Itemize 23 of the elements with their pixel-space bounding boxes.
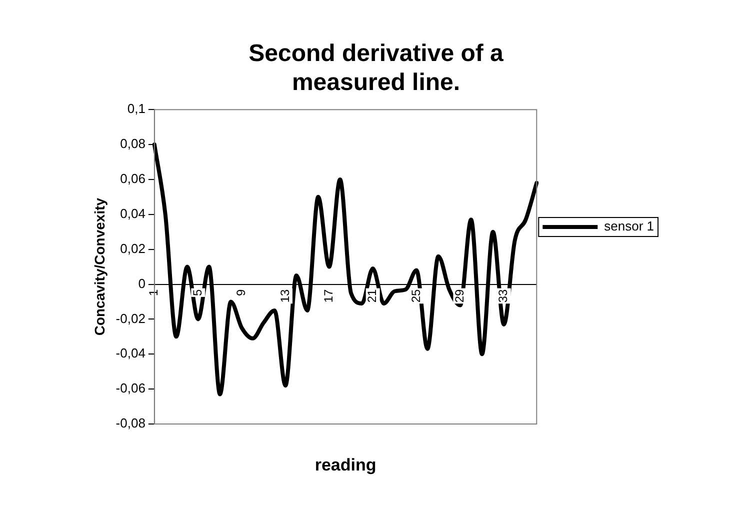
y-tick-label: 0,04 [120, 206, 146, 221]
y-tick-label: 0,02 [120, 240, 146, 256]
x-tick-label: 13 [278, 288, 292, 303]
x-tick-label: 5 [190, 288, 204, 296]
x-tick-label: 21 [365, 288, 380, 303]
x-tick-label: 25 [408, 288, 423, 303]
legend-label: sensor 1 [604, 218, 654, 234]
y-tick-label: 0 [138, 276, 146, 291]
x-axis-title: reading [314, 456, 376, 475]
x-tick-label: 1 [146, 288, 161, 296]
x-tick-label: 17 [321, 288, 336, 303]
x-tick-label: 29 [452, 288, 467, 303]
y-tick-label: 0,08 [120, 136, 146, 152]
y-tick-label: 0,1 [127, 101, 146, 116]
y-axis-title: Concavity/Convexity [91, 198, 108, 336]
y-tick-label: 0,06 [120, 171, 146, 186]
y-tick-label: -0,02 [116, 310, 146, 326]
x-tick-label: 9 [234, 288, 248, 296]
chart-title: Second derivative of a measured line. [248, 40, 504, 96]
y-tick-label: -0,06 [116, 380, 146, 396]
x-tick-label: 33 [496, 288, 510, 303]
y-tick-label: -0,08 [116, 416, 146, 431]
y-tick-label: -0,04 [116, 346, 146, 361]
